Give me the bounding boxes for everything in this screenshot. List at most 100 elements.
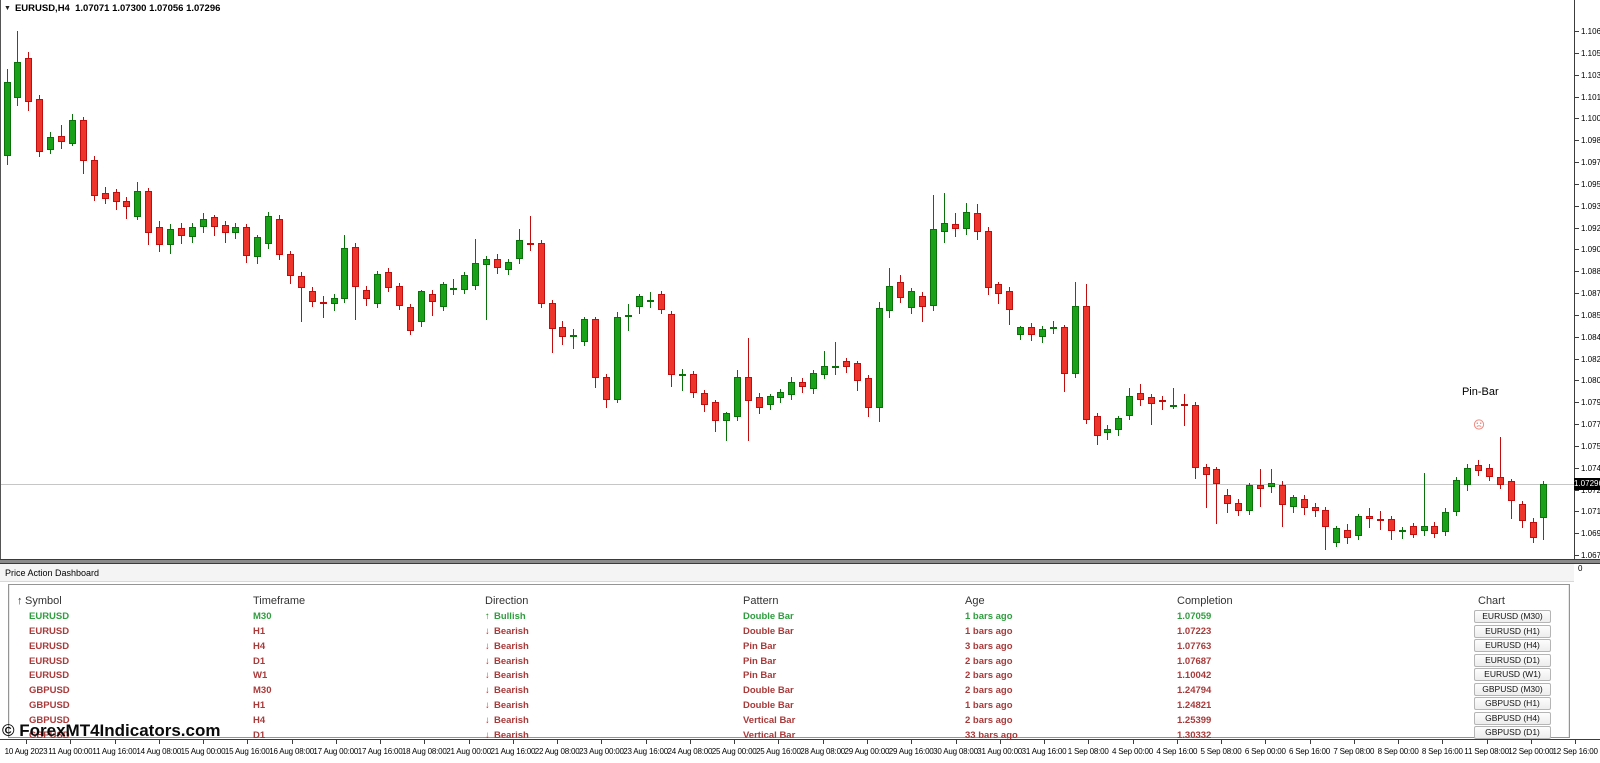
price-axis-label: 1.07425 [1581,463,1600,473]
time-tick [1176,740,1178,744]
candle-body [973,213,981,233]
candle-body [940,222,948,232]
column-header-direction[interactable]: Direction [485,595,529,607]
cell-age: 2 bars ago [965,670,1013,682]
open-chart-button[interactable]: EURUSD (H4) [1474,639,1551,652]
candle-body [766,395,774,405]
time-tick [734,740,736,744]
price-axis-label: 1.09215 [1581,223,1600,233]
candle-body [385,272,392,289]
window-splitter[interactable] [0,559,1600,564]
time-tick [1088,740,1090,744]
cell-pattern: Pin Bar [743,640,777,652]
price-tick [1575,205,1579,207]
price-axis[interactable]: 1.10680 1.10515 1.10355 1.10190 1.10030 1.098… [1574,0,1600,560]
candle-body [265,215,273,244]
candle-body [613,316,621,400]
candle-body [1213,469,1221,484]
candle-body [308,291,316,302]
candle-body [722,413,730,421]
cell-age: 1 bars ago [965,625,1013,637]
sort-arrow-icon[interactable]: ↑ [17,595,23,607]
price-axis-label: 1.07910 [1581,398,1600,408]
price-axis-label: 1.07260 [1581,485,1600,495]
cell-completion: 1.07223 [1177,625,1212,637]
candle-body [254,237,262,258]
candle-body [1191,404,1199,468]
time-tick [1398,740,1400,744]
time-axis-label: 29 Aug 00:00 [844,747,890,756]
price-tick [1575,358,1579,360]
time-axis-label: 1 Sep 08:00 [1067,747,1109,756]
candle-body [1278,485,1286,506]
arrow-down-icon: ↓ [485,685,490,697]
candle-body [1311,506,1319,511]
cell-symbol: EURUSD [29,625,70,637]
open-chart-button[interactable]: EURUSD (M30) [1474,610,1551,623]
cell-direction: Bullish [494,611,526,622]
open-chart-button[interactable]: EURUSD (H1) [1474,624,1551,638]
current-price-line [1,484,1575,485]
price-chart[interactable]: ▼ EURUSD,H4 1.07071 1.07300 1.07056 1.072… [0,0,1575,559]
cell-direction: Bearish [494,625,529,637]
candle-body [919,296,927,308]
candle-body [395,285,403,306]
candle-wick [1270,469,1272,494]
column-header-symbol[interactable]: Symbol [25,595,62,607]
candle-body [1235,502,1243,511]
candle-body [646,300,654,303]
candle-body [167,229,174,246]
candle-body [221,225,229,234]
candle-wick [649,292,651,309]
candle-body [504,261,512,270]
time-tick [1575,740,1577,744]
candle-body [177,228,185,236]
time-axis-label: 23 Aug 16:00 [623,747,668,756]
candle-body [1398,529,1406,533]
candle-body [1267,482,1275,487]
ohlc-values: 1.07071 1.07300 1.07056 1.07296 [75,3,221,14]
candle-body [875,308,883,408]
current-price-tag: 1.07296 [1574,478,1600,490]
candle-body [145,190,153,234]
open-chart-button[interactable]: EURUSD (D1) [1474,653,1551,667]
subwindow-scale-top: 0 [1578,564,1583,573]
open-chart-button[interactable]: GBPUSD (D1) [1474,726,1551,739]
cell-direction: Bearish [494,685,529,697]
column-header-age[interactable]: Age [965,595,985,607]
candle-wick [1423,473,1425,537]
arrow-down-icon: ↓ [485,714,490,726]
candle-wick [573,328,575,349]
time-tick [557,740,559,744]
time-axis-label: 30 Aug 08:00 [933,747,978,756]
cell-pattern: Vertical Bar [743,729,796,741]
cell-age: 3 bars ago [965,640,1013,652]
price-axis-label: 1.08565 [1581,310,1600,320]
time-axis[interactable]: 10 Aug 2023 11 Aug 00:00 11 Aug 16:00 14 Au… [0,739,1600,763]
open-chart-button[interactable]: GBPUSD (H4) [1474,711,1551,725]
cell-completion: 1.24821 [1177,700,1212,712]
candle-body [1104,429,1112,433]
candle-body [374,273,382,305]
column-header-pattern[interactable]: Pattern [743,595,779,607]
open-chart-button[interactable]: GBPUSD (H1) [1474,697,1551,710]
candle-body [1355,516,1363,537]
time-tick [1442,740,1444,744]
open-chart-button[interactable]: EURUSD (W1) [1474,668,1551,681]
candle-body [450,288,458,291]
column-header-chart[interactable]: Chart [1478,595,1505,607]
arrow-down-icon: ↓ [485,640,490,652]
column-header-timeframe[interactable]: Timeframe [253,595,306,607]
time-axis-label: 8 Sep 00:00 [1377,747,1419,756]
candle-body [1115,418,1123,431]
candle-body [1475,465,1482,471]
price-axis-label: 1.07100 [1581,507,1600,517]
time-tick [1530,740,1532,744]
candle-body [744,376,752,401]
column-header-completion[interactable]: Completion [1177,595,1233,607]
cell-symbol: EURUSD [29,640,70,652]
candle-body [47,136,55,151]
open-chart-button[interactable]: GBPUSD (M30) [1474,682,1551,696]
candle-body [777,391,785,399]
time-axis-label: 22 Aug 08:00 [534,747,580,756]
